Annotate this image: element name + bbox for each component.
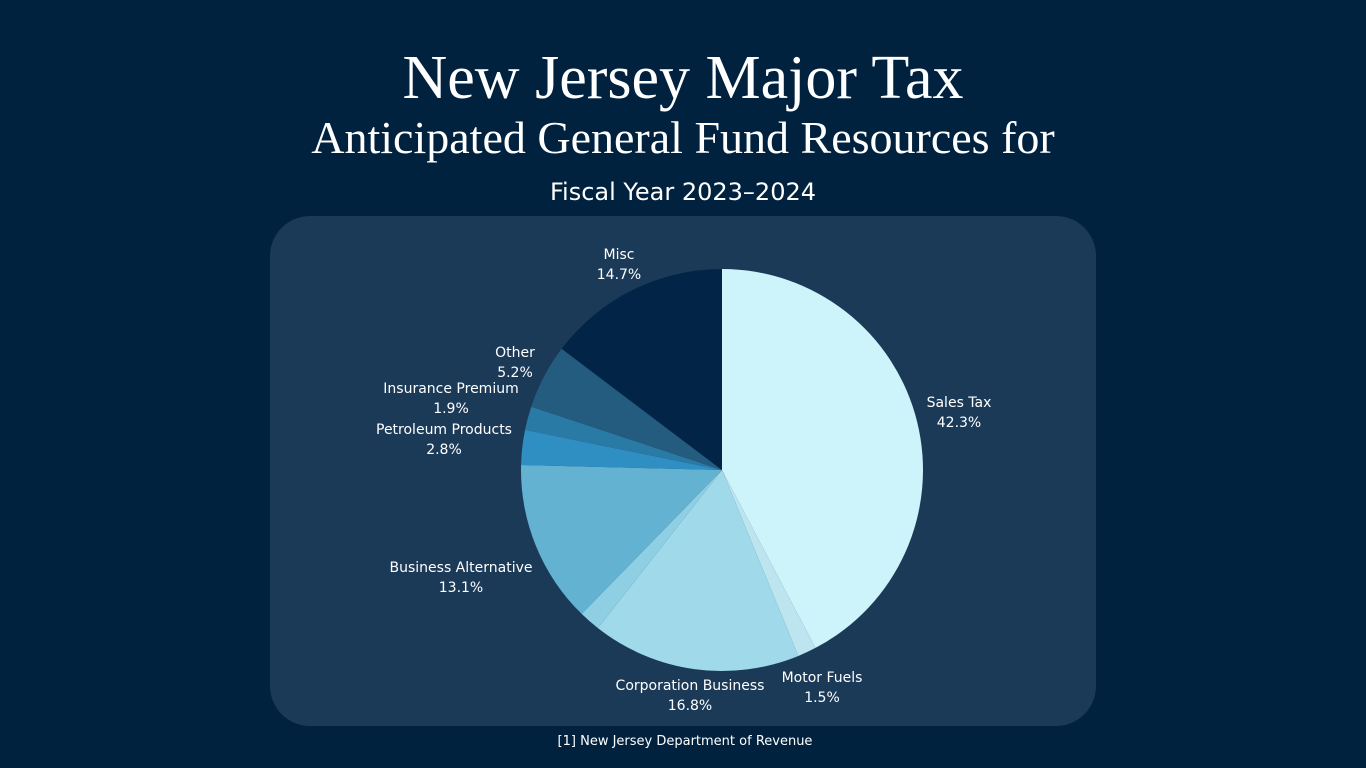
- slice-value-label: 2.8%: [426, 442, 462, 458]
- slice-label: Petroleum Products: [376, 422, 512, 438]
- pie-slice: [597, 470, 799, 671]
- slice-value-label: 1.9%: [433, 401, 469, 417]
- source-note: [1] New Jersey Department of Revenue: [558, 734, 813, 749]
- chart-period: Fiscal Year 2023–2024: [550, 178, 816, 206]
- pie-slice: [722, 269, 923, 648]
- pie-slice: [581, 470, 722, 629]
- pie: Sales Tax 42.3% Motor Fuels 1.5% Corporation…: [376, 247, 991, 714]
- slice-label: Sales Tax: [927, 395, 992, 411]
- slice-value-label: 16.8%: [668, 698, 712, 714]
- slice-value-label: 42.3%: [937, 415, 981, 431]
- slice-label: Business Alternative: [390, 560, 533, 576]
- pie-slice: [525, 406, 722, 470]
- chart-subtitle: Anticipated General Fund Resources for: [311, 112, 1054, 163]
- pie-slice: [531, 348, 722, 470]
- pie-slice: [520, 464, 722, 614]
- slice-label: Other: [495, 345, 535, 361]
- slice-label: Motor Fuels: [782, 670, 863, 686]
- slice-value-label: 13.1%: [439, 580, 483, 596]
- pie-slice: [722, 470, 816, 656]
- slice-value-label: 1.5%: [804, 690, 840, 706]
- pie-slice: [521, 429, 722, 470]
- slice-label: Insurance Premium: [383, 381, 518, 397]
- chart-title: New Jersey Major Tax: [403, 44, 964, 112]
- slice-value-label: 14.7%: [597, 267, 641, 283]
- slice-label: Corporation Business: [616, 678, 765, 694]
- pie-slice: [561, 269, 722, 470]
- slice-label: Misc: [604, 247, 635, 263]
- slice-value-label: 5.2%: [497, 365, 533, 381]
